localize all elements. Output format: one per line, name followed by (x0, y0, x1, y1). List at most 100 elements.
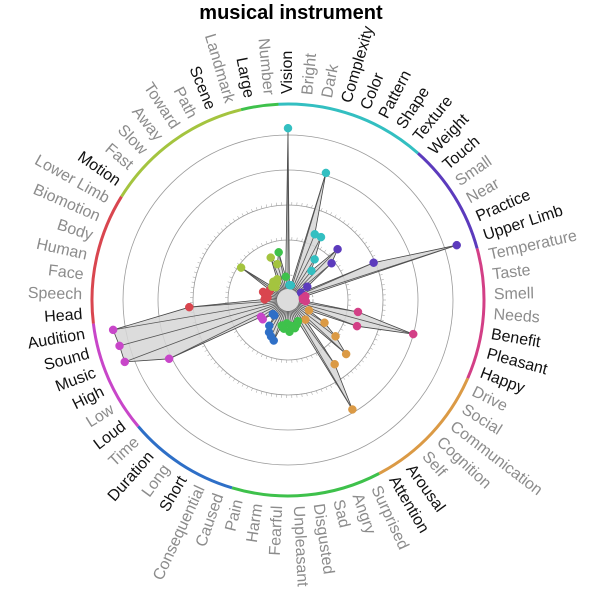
spoke-shape (293, 259, 315, 292)
grid-tick (347, 223, 350, 226)
point-landmark (273, 259, 282, 269)
point-arousal (330, 359, 339, 369)
grid-tick (246, 211, 249, 214)
category-label: Taste (491, 262, 531, 283)
grid-tick (265, 240, 268, 244)
grid-tick (343, 377, 346, 380)
group-arc (231, 472, 380, 498)
point-texture (307, 266, 316, 276)
grid-tick (372, 254, 376, 257)
grid-tick (220, 228, 224, 231)
point-time (268, 309, 278, 319)
grid-tick (251, 388, 253, 392)
grid-tick (227, 281, 231, 283)
point-self (301, 315, 310, 324)
grid-tick (226, 286, 230, 288)
grid-tick (372, 343, 376, 346)
grid-tick (334, 382, 337, 386)
point-cognition (341, 349, 351, 359)
grid-tick (241, 213, 244, 217)
point-needs (301, 297, 311, 306)
grid-tick (367, 351, 371, 354)
spoke-complexity (290, 172, 327, 290)
grid-tick (256, 207, 258, 211)
grid-tick (260, 354, 263, 358)
point-pattern (316, 232, 326, 242)
grid-tick (364, 356, 368, 359)
grid-tick (378, 329, 382, 331)
point-path (272, 275, 282, 284)
grid-tick (232, 218, 236, 222)
category-label: Number (254, 38, 276, 97)
grid-tick (251, 349, 254, 352)
grid-tick (213, 361, 217, 365)
grid-tick (301, 238, 303, 242)
spoke-cognition (295, 307, 347, 355)
grid-tick (224, 224, 228, 228)
grid-tick (270, 357, 273, 361)
point-happy (352, 321, 362, 331)
point-shape (310, 255, 319, 264)
point-benefit (353, 307, 363, 317)
grid-tick (379, 274, 383, 276)
grid-tick (240, 339, 243, 342)
grid-tick (311, 391, 313, 395)
point-pleasant (408, 329, 418, 339)
grid-tick (265, 392, 268, 396)
grid-tick (343, 220, 346, 223)
grid-tick (354, 367, 358, 370)
group-ring (90, 102, 486, 498)
grid-tick (374, 338, 378, 341)
grid-tick (358, 233, 361, 237)
point-social (320, 318, 329, 327)
grid-tick (311, 355, 313, 359)
point-dark (286, 281, 296, 290)
grid-tick (325, 209, 328, 213)
grid-tick (256, 389, 258, 393)
grid-tick (354, 230, 358, 233)
point-drive (304, 306, 314, 315)
grid-tick (350, 226, 354, 230)
point-touch (327, 258, 336, 268)
group-arc (137, 425, 233, 490)
grid-tick (361, 237, 364, 240)
group-arc (378, 377, 470, 475)
category-label: Needs (493, 306, 540, 326)
spoke-pattern (292, 236, 322, 291)
grid-tick (306, 393, 308, 397)
spoke-music (124, 303, 278, 363)
point-small (303, 282, 312, 291)
grid-tick (342, 324, 346, 326)
grid-tick (256, 245, 259, 249)
group-arc (90, 195, 123, 324)
grid-tick (346, 284, 350, 286)
grid-tick (350, 370, 354, 374)
spoke-weight (295, 248, 338, 293)
grid-tick (347, 289, 351, 291)
category-label: Sad (329, 498, 352, 530)
grid-tick (271, 203, 273, 207)
spoke-communication (296, 306, 336, 337)
grid-tick (243, 342, 247, 346)
grid-tick (306, 203, 308, 207)
category-label: Vision (279, 51, 296, 94)
grid-tick (204, 349, 208, 352)
category-label: Unpleasant (290, 505, 311, 587)
grid-tick (347, 374, 350, 377)
spoke-touch (296, 262, 332, 294)
grid-tick (204, 248, 208, 251)
grid-tick (361, 360, 364, 363)
grid-tick (340, 328, 344, 331)
grid-tick (236, 335, 240, 338)
point-motion (236, 263, 246, 272)
point-upper-limb (452, 240, 461, 250)
grid-tick (191, 281, 195, 283)
grid-tick (364, 241, 368, 244)
category-label: Dark (319, 62, 342, 99)
spoke-arousal (294, 308, 335, 365)
grid-tick (330, 384, 332, 388)
grid-tick (315, 353, 318, 356)
point-complexity (321, 168, 331, 178)
spoke-social (297, 305, 325, 324)
point-music (120, 357, 129, 367)
